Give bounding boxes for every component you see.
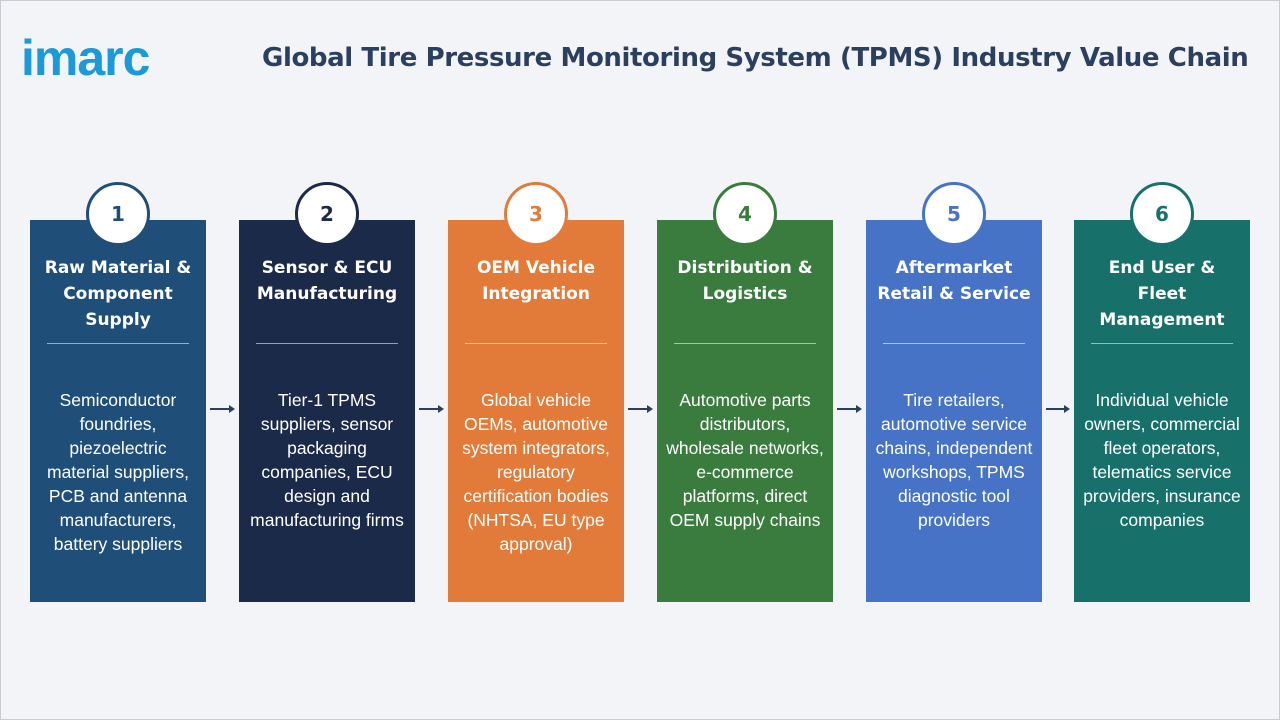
stage-description: Tier-1 TPMS suppliers, sensor packaging … [250, 390, 404, 530]
stage-description: Automotive parts distributors, wholesale… [666, 390, 824, 530]
stage-number: 6 [1130, 182, 1194, 246]
stage-card: OEM Vehicle Integration Global vehicle OE… [448, 220, 624, 602]
stage-title: Sensor & ECU Manufacturing [256, 258, 398, 304]
stage-description: Tire retailers, automotive service chain… [875, 390, 1033, 530]
stage-number: 3 [504, 182, 568, 246]
stage-title: Distribution & Logistics [677, 258, 813, 304]
divider [1091, 343, 1233, 344]
stage-title: Raw Material & Component Supply [44, 258, 192, 330]
divider [883, 343, 1025, 344]
stage-title: Aftermarket Retail & Service [877, 258, 1031, 304]
stage-card: Raw Material & Component Supply Semicondu… [30, 220, 206, 602]
divider [674, 343, 816, 344]
divider [465, 343, 607, 344]
stage-description: Semiconductor foundries, piezoelectric m… [47, 390, 189, 554]
page-title: Global Tire Pressure Monitoring System (… [262, 43, 1249, 73]
arrow [837, 405, 862, 413]
arrow [419, 405, 444, 413]
stage-number: 1 [86, 182, 150, 246]
stage-card: End User & Fleet Management Individual ve… [1074, 220, 1250, 602]
stage-description: Global vehicle OEMs, automotive system i… [462, 390, 610, 554]
stage-description: Individual vehicle owners, commercial fl… [1083, 390, 1241, 530]
stage-title: End User & Fleet Management [1099, 258, 1225, 330]
divider [256, 343, 398, 344]
stage-number: 5 [922, 182, 986, 246]
arrow [628, 405, 653, 413]
stage-card: Distribution & Logistics Automotive parts… [657, 220, 833, 602]
stage-number: 4 [713, 182, 777, 246]
stage-number: 2 [295, 182, 359, 246]
logo: imarc [21, 30, 150, 86]
stage-title: OEM Vehicle Integration [476, 258, 596, 304]
arrow [210, 405, 235, 413]
stage-card: Aftermarket Retail & Service Tire retaile… [866, 220, 1042, 602]
stage-card: Sensor & ECU Manufacturing Tier-1 TPMS su… [239, 220, 415, 602]
arrow [1046, 405, 1070, 413]
divider [47, 343, 189, 344]
